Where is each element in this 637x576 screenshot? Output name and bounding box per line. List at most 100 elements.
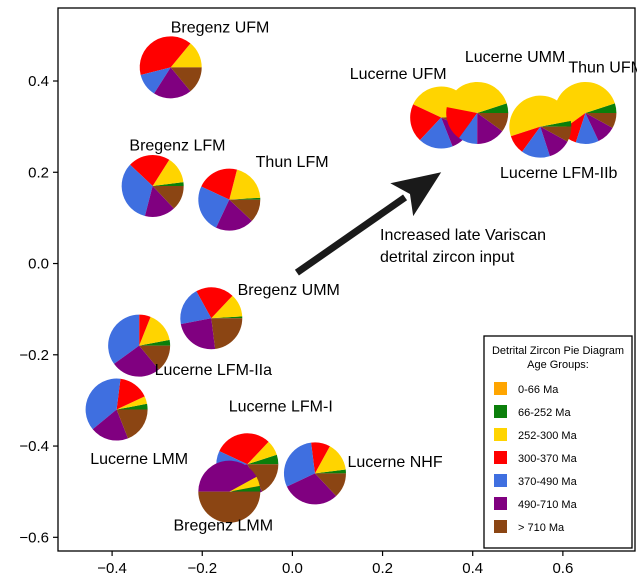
pie-slice-bregenz-lfm-300-370-ma (130, 154, 170, 186)
legend-title: Detrital Zircon Pie Diagram (492, 345, 624, 357)
pie-slice-lucerne-nhf-66-252-ma (314, 469, 346, 474)
pie-thun-lfm (198, 168, 261, 231)
pie-slice-lucerne-lfm-iia-300-370-ma (139, 314, 151, 346)
legend-entry-710-ma: > 710 Ma (518, 522, 565, 534)
pie-slice-thun-ufm-710-ma (585, 112, 617, 128)
pie-slice-lucerne-nhf-252-300-ma (314, 446, 346, 474)
pie-slice-lucerne-nhf-370-490-ma (283, 442, 315, 487)
pie-label-lucerne-lfm-i: Lucerne LFM-I (229, 399, 333, 416)
arrow-layer: Increased late Variscan detrital zircon i… (294, 172, 546, 276)
pie-lucerne-lfm-iia (108, 314, 171, 377)
pie-label-lucerne-ufm: Lucerne UFM (350, 66, 447, 83)
pie-slice-bregenz-ufm-252-300-ma (170, 43, 202, 68)
pie-slice-bregenz-umm-66-252-ma (211, 316, 243, 319)
legend-swatch-490-710-ma (494, 497, 507, 510)
pie-bregenz-lmm (198, 460, 261, 523)
legend-swatch-66-252-ma (494, 405, 507, 418)
pie-slice-lucerne-lfm-iib-710-ma (540, 126, 572, 142)
x-tick-label: 0.4 (462, 560, 483, 576)
pie-label-lucerne-lfm-iib: Lucerne LFM-IIb (500, 165, 617, 182)
pie-bregenz-ufm (139, 36, 202, 99)
pie-slice-bregenz-lmm-252-300-ma (229, 476, 260, 492)
pie-slice-thun-lfm-490-710-ma (216, 199, 252, 231)
pie-slice-thun-ufm-66-252-ma (585, 103, 617, 113)
pie-slice-lucerne-lfm-iia-490-710-ma (114, 345, 159, 377)
pie-slice-bregenz-lfm-710-ma (152, 185, 184, 209)
pies-layer (85, 36, 617, 523)
legend-entry-300-370-ma: 300-370 Ma (518, 453, 578, 465)
pie-slice-lucerne-lmm-710-ma (116, 409, 148, 439)
pie-slice-lucerne-lmm-490-710-ma (92, 409, 129, 441)
x-tick-label: 0.6 (552, 560, 573, 576)
legend-entry-0-66-ma: 0-66 Ma (518, 384, 559, 396)
pie-slice-lucerne-umm-66-252-ma (477, 103, 509, 113)
pie-label-thun-ufm: Thun UFM (568, 60, 637, 77)
x-tick-label: 0.0 (282, 560, 303, 576)
axes-layer: −0.4 −0.2 0.0 0.2 0.4 0.6 −0.6 −0.4 −0.2 0.0 0.2 0.… (19, 73, 573, 576)
pie-slice-lucerne-ufm-300-370-ma (410, 104, 442, 141)
arrow-shaft (294, 194, 408, 276)
pie-slice-lucerne-umm-252-300-ma (446, 81, 507, 113)
pie-slice-lucerne-umm-710-ma (477, 112, 509, 132)
pie-slice-lucerne-lmm-66-252-ma (116, 403, 148, 410)
pie-slice-lucerne-umm-300-370-ma (446, 107, 478, 139)
pie-slice-bregenz-lmm-66-252-ma (229, 485, 261, 492)
pie-slice-bregenz-umm-300-370-ma (196, 287, 233, 319)
pie-slice-lucerne-lfm-iia-66-252-ma (139, 339, 171, 346)
pie-slice-lucerne-lfm-iib-370-490-ma (522, 126, 550, 158)
pie-label-lucerne-lfm-iia: Lucerne LFM-IIa (155, 362, 272, 379)
x-tick-label: 0.2 (372, 560, 393, 576)
legend-swatch-370-490-ma (494, 474, 507, 487)
pie-slice-bregenz-ufm-490-710-ma (154, 67, 191, 99)
y-tick-label: 0.0 (28, 256, 49, 273)
pie-lucerne-lmm (85, 378, 148, 441)
pie-slice-lucerne-nhf-300-370-ma (311, 442, 330, 474)
pie-slice-bregenz-ufm-710-ma (170, 67, 202, 92)
pie-slice-thun-ufm-370-490-ma (575, 112, 599, 144)
y-tick-label: 0.2 (28, 164, 49, 181)
y-tick-label: −0.6 (19, 529, 49, 546)
pie-slice-lucerne-nhf-710-ma (314, 473, 346, 497)
legend-box (483, 335, 633, 549)
x-tick-label: −0.4 (97, 560, 127, 576)
legend-swatch-0-66-ma (494, 382, 507, 395)
pie-slice-bregenz-lfm-252-300-ma (152, 159, 184, 186)
pie-label-lucerne-nhf: Lucerne NHF (347, 454, 442, 471)
pie-label-bregenz-lmm: Bregenz LMM (173, 517, 273, 534)
legend-entry-252-300-ma: 252-300 Ma (518, 430, 578, 442)
pie-slice-thun-lfm-710-ma (229, 199, 261, 221)
pie-slice-lucerne-lfm-i-300-370-ma (219, 433, 269, 465)
pie-slice-bregenz-lmm-710-ma (198, 491, 261, 523)
plot-frame (57, 7, 636, 552)
pie-slice-lucerne-lfm-iia-370-490-ma (108, 314, 140, 364)
legend-swatch-710-ma (494, 520, 507, 533)
x-tick-label: −0.2 (187, 560, 217, 576)
pie-slice-lucerne-lfm-i-252-300-ma (247, 441, 277, 465)
pie-slice-lucerne-ufm-370-490-ma (419, 117, 453, 149)
pie-slice-thun-lfm-252-300-ma (229, 169, 261, 200)
pie-slice-lucerne-lmm-252-300-ma (116, 396, 148, 410)
pie-slice-lucerne-lfm-iib-490-710-ma (540, 126, 568, 157)
legend-swatch-300-370-ma (494, 451, 507, 464)
legend-entry-490-710-ma: 490-710 Ma (518, 499, 578, 511)
pie-labels-layer: Bregenz UFM Bregenz LFM Thun LFM Lucerne UF… (90, 19, 637, 534)
pie-lucerne-lfm-iib (509, 95, 572, 158)
pie-bregenz-umm (180, 287, 243, 350)
pie-slice-lucerne-lfm-iia-252-300-ma (139, 316, 170, 346)
pie-slice-lucerne-lmm-370-490-ma (85, 378, 121, 430)
pie-slice-thun-ufm-490-710-ma (585, 112, 613, 141)
y-tick-label: −0.4 (19, 438, 49, 455)
pie-slice-lucerne-nhf-490-710-ma (286, 473, 337, 505)
pie-slice-bregenz-umm-252-300-ma (211, 295, 243, 319)
pie-slice-bregenz-lfm-66-252-ma (152, 182, 184, 186)
pie-slice-thun-lfm-300-370-ma (201, 168, 238, 200)
y-tick-label: 0.4 (28, 73, 49, 90)
pie-lucerne-umm (446, 81, 509, 144)
pie-slice-lucerne-lmm-300-370-ma (116, 378, 145, 410)
pie-slice-lucerne-lfm-iia-710-ma (139, 345, 171, 370)
pie-label-thun-lfm: Thun LFM (256, 154, 329, 171)
pie-slice-lucerne-umm-490-710-ma (477, 112, 503, 144)
pie-lucerne-nhf (283, 442, 346, 505)
legend-subtitle: Age Groups: (527, 359, 589, 371)
